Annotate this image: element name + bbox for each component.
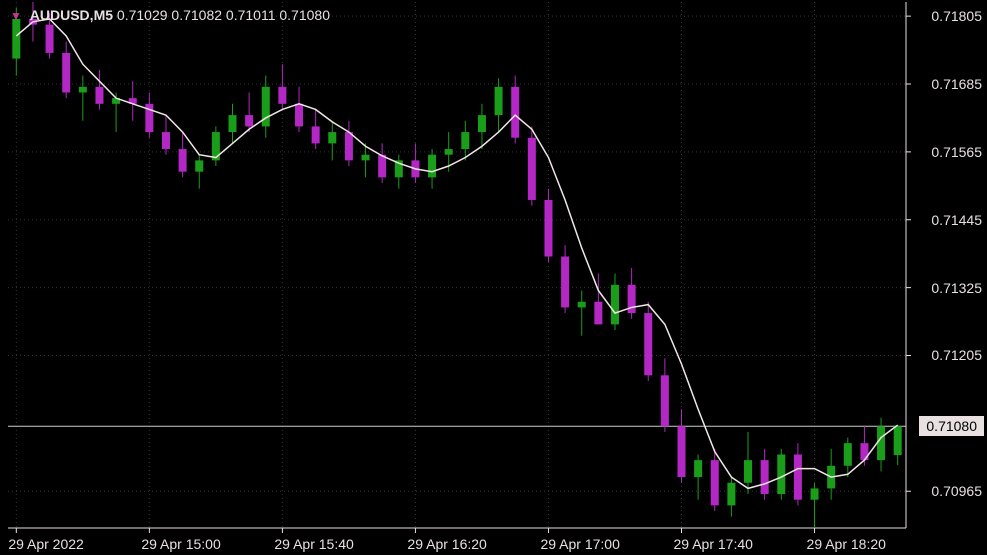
x-axis-label: 29 Apr 2022	[8, 536, 84, 552]
x-axis-label: 29 Apr 15:00	[141, 536, 220, 552]
y-axis-label: 0.71685	[931, 76, 982, 92]
dropdown-icon[interactable]: ▼	[10, 9, 22, 23]
y-axis-label: 0.71805	[931, 8, 982, 24]
y-axis-label: 0.70965	[931, 483, 982, 499]
current-price-label: 0.71080	[919, 416, 984, 436]
x-axis-label: 29 Apr 15:40	[274, 536, 353, 552]
x-axis-label: 29 Apr 16:20	[407, 536, 486, 552]
symbol-label: AUDUSD,M5	[30, 7, 113, 23]
y-axis-label: 0.71565	[931, 144, 982, 160]
candlestick-chart[interactable]: ▼ AUDUSD,M5 0.71029 0.71082 0.71011 0.71…	[0, 0, 987, 555]
x-axis-label: 29 Apr 17:00	[540, 536, 619, 552]
y-axis-label: 0.71445	[931, 212, 982, 228]
chart-header: ▼ AUDUSD,M5 0.71029 0.71082 0.71011 0.71…	[10, 7, 330, 23]
x-axis-label: 29 Apr 18:20	[807, 536, 886, 552]
chart-canvas[interactable]	[0, 0, 987, 555]
ohlc-values: 0.71029 0.71082 0.71011 0.71080	[117, 7, 330, 23]
x-axis-label: 29 Apr 17:40	[674, 536, 753, 552]
y-axis-label: 0.71325	[931, 280, 982, 296]
y-axis-label: 0.71205	[931, 347, 982, 363]
